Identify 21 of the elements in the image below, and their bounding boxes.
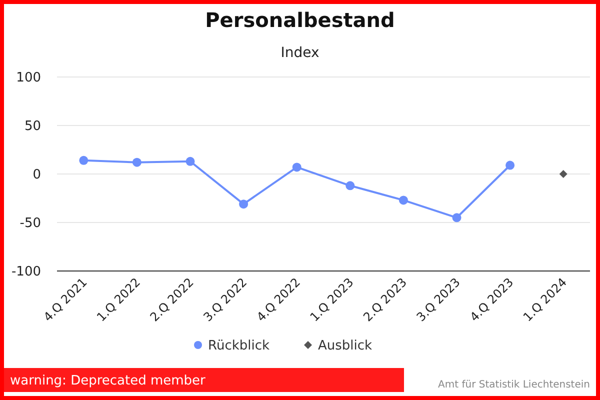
point [506, 160, 515, 170]
y-tick-label: -50 [20, 216, 41, 232]
point [292, 162, 302, 172]
point [398, 196, 408, 205]
point [239, 200, 248, 209]
chart-title: Personalbestand [205, 8, 395, 32]
point [132, 158, 142, 167]
y-tick-label: -100 [11, 264, 41, 280]
legend-label: Ausblick [318, 338, 373, 354]
y-tick-label: 100 [16, 70, 41, 86]
point [79, 156, 88, 165]
text: warning: Deprecated member [10, 374, 206, 389]
point [186, 156, 195, 166]
y-tick-label: 50 [24, 119, 41, 134]
chart-subtitle: Index [280, 45, 320, 61]
point [452, 213, 462, 222]
point [346, 181, 355, 190]
point [559, 170, 568, 178]
text: Amt für Statistik Liechtenstein [438, 380, 590, 390]
y-tick-label: 0 [32, 168, 41, 183]
legend-label: Rückblick [208, 338, 270, 354]
